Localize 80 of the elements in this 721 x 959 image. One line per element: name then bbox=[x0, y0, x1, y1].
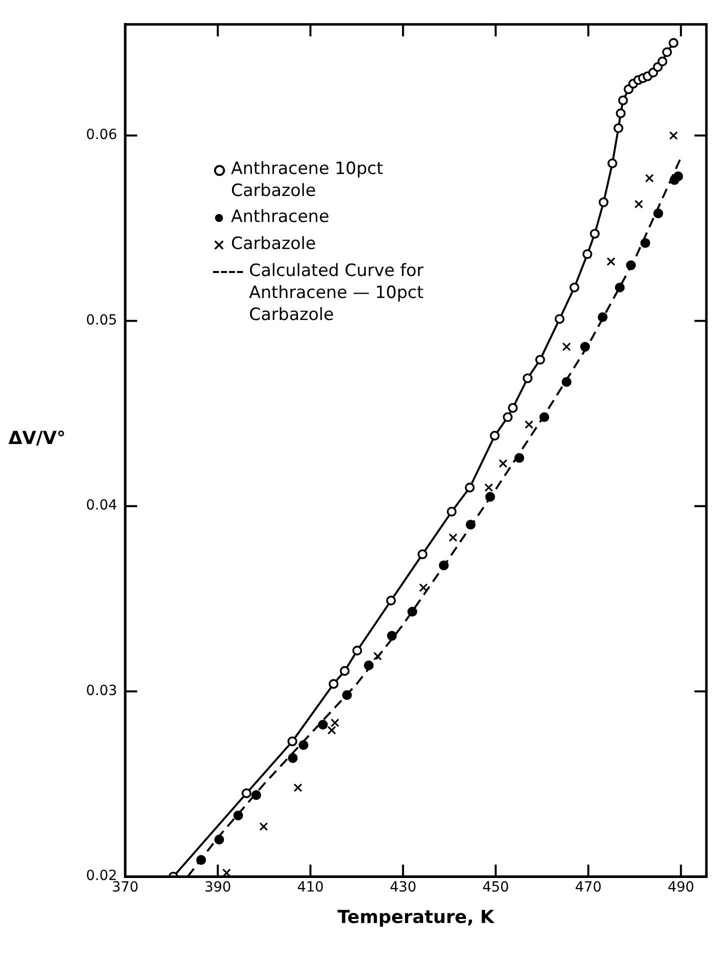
point bbox=[294, 783, 302, 792]
point bbox=[606, 257, 616, 266]
legend-label: Anthracene bbox=[231, 206, 330, 228]
point bbox=[598, 197, 608, 208]
point bbox=[328, 679, 338, 689]
x-tick-label: 470 bbox=[574, 880, 602, 896]
y-axis-title: ΔV/V° bbox=[8, 428, 66, 449]
point bbox=[508, 402, 518, 413]
point bbox=[342, 690, 352, 700]
point bbox=[582, 249, 592, 260]
point bbox=[668, 38, 678, 48]
point bbox=[570, 282, 580, 292]
point bbox=[340, 666, 350, 676]
point bbox=[298, 740, 308, 750]
point bbox=[407, 606, 418, 617]
point bbox=[535, 354, 546, 365]
point bbox=[419, 583, 428, 592]
legend-label: Calculated Curve for Anthracene — 10pct Carbazole bbox=[249, 260, 425, 326]
point bbox=[580, 342, 590, 352]
point bbox=[251, 790, 262, 800]
point bbox=[446, 506, 457, 517]
point bbox=[524, 420, 534, 429]
point bbox=[640, 238, 650, 248]
point bbox=[484, 483, 494, 492]
point bbox=[352, 646, 362, 656]
y-tick-label: 0.03 bbox=[86, 682, 118, 699]
point bbox=[616, 108, 626, 118]
point bbox=[562, 377, 572, 387]
point bbox=[490, 430, 500, 441]
point bbox=[662, 47, 672, 58]
point bbox=[485, 492, 496, 502]
point bbox=[259, 822, 268, 831]
point bbox=[614, 123, 624, 134]
x-axis-title: Temperature, K bbox=[338, 906, 496, 928]
point bbox=[618, 95, 628, 106]
y-tick-label: 0.04 bbox=[86, 498, 118, 514]
point bbox=[673, 171, 684, 182]
point bbox=[364, 660, 374, 670]
point bbox=[288, 753, 298, 763]
x-tick-label: 370 bbox=[112, 880, 139, 896]
point bbox=[614, 282, 625, 292]
y-tick-label: 0.05 bbox=[86, 312, 118, 328]
point bbox=[514, 453, 524, 463]
x-tick-label: 490 bbox=[668, 880, 694, 896]
point bbox=[386, 596, 396, 606]
x-tick-label: 450 bbox=[482, 880, 510, 896]
point bbox=[387, 630, 397, 641]
point bbox=[233, 810, 244, 820]
point bbox=[466, 520, 476, 530]
point bbox=[373, 652, 382, 660]
point bbox=[502, 412, 513, 422]
point bbox=[242, 788, 252, 798]
legend-label: Carbazole bbox=[231, 233, 316, 255]
point bbox=[653, 208, 664, 218]
point bbox=[554, 314, 564, 324]
x-tick-label: 410 bbox=[297, 880, 324, 896]
point bbox=[645, 174, 654, 182]
point bbox=[438, 560, 449, 570]
point bbox=[287, 736, 298, 746]
point bbox=[448, 533, 458, 542]
point bbox=[562, 342, 571, 352]
point bbox=[658, 56, 668, 66]
point bbox=[669, 131, 678, 140]
point bbox=[607, 158, 618, 168]
point bbox=[464, 482, 475, 492]
point bbox=[498, 459, 508, 468]
point bbox=[626, 260, 636, 270]
y-tick-label: 0.06 bbox=[86, 127, 118, 144]
point bbox=[214, 834, 224, 844]
point bbox=[590, 228, 600, 239]
point bbox=[418, 549, 428, 560]
point bbox=[318, 720, 328, 730]
point bbox=[634, 200, 644, 208]
x-tick-label: 430 bbox=[390, 880, 416, 896]
point bbox=[522, 373, 533, 384]
point bbox=[598, 312, 608, 322]
point bbox=[196, 855, 206, 865]
point bbox=[539, 412, 550, 422]
legend-label: Anthracene 10pct Carbazole bbox=[231, 158, 384, 202]
x-tick-label: 390 bbox=[204, 880, 232, 896]
